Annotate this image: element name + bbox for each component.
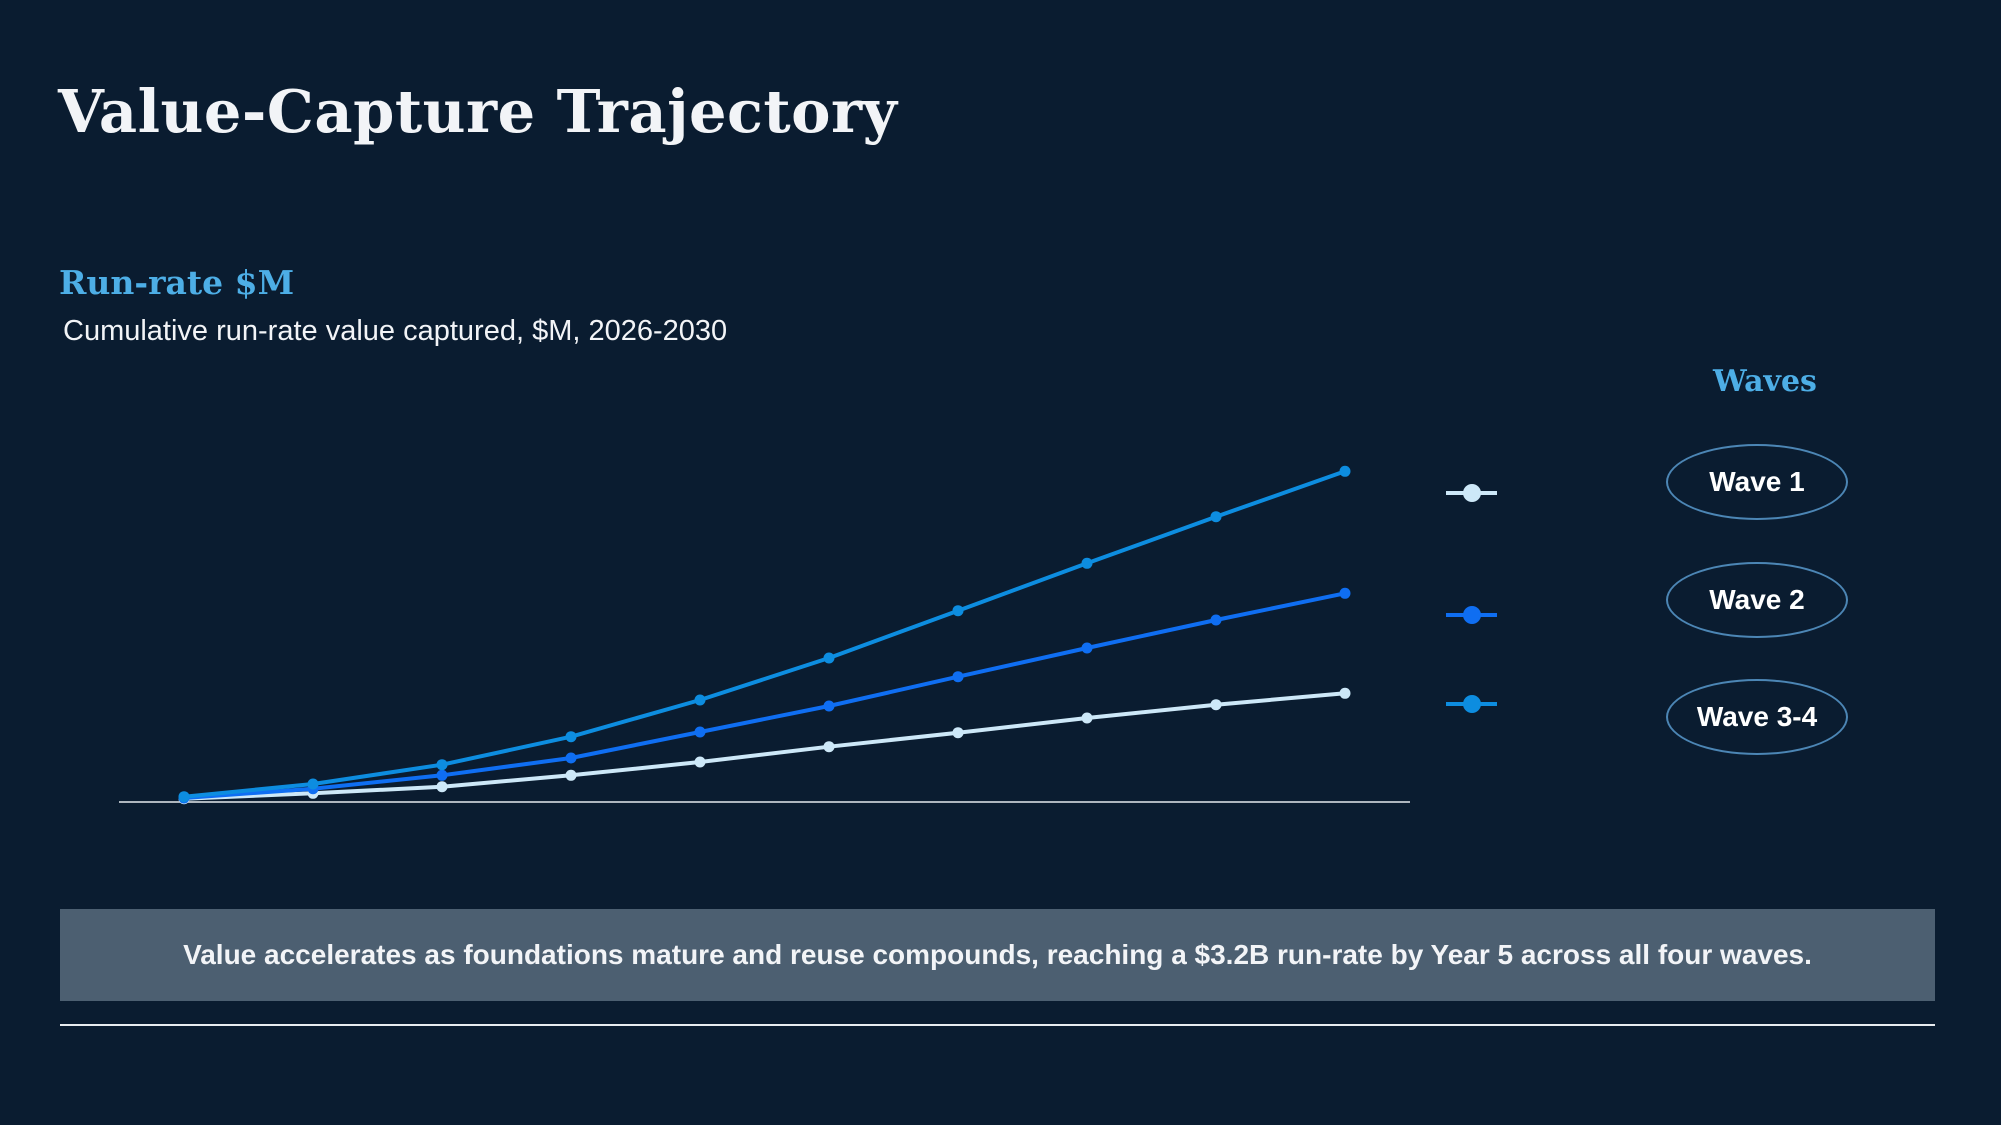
series-2-point[interactable]: [1210, 614, 1222, 626]
series-3-point[interactable]: [307, 778, 319, 790]
series-1-line: [183, 691, 1346, 801]
legend-swatch-marker-2: [1463, 606, 1481, 624]
series-3-point[interactable]: [565, 731, 577, 743]
series-3-point[interactable]: [823, 652, 835, 664]
series-3-point[interactable]: [1210, 511, 1222, 523]
wave-1-badge[interactable]: Wave 1: [1666, 444, 1848, 520]
series-3-point[interactable]: [178, 791, 190, 803]
series-1-point[interactable]: [1339, 687, 1351, 699]
series-3-point[interactable]: [952, 605, 964, 617]
series-1-point[interactable]: [952, 727, 964, 739]
series-3-point[interactable]: [694, 694, 706, 706]
takeaway-banner: Value accelerates as foundations mature …: [60, 909, 1935, 1001]
chart-subtitle: Cumulative run-rate value captured, $M, …: [63, 315, 728, 347]
series-2-point[interactable]: [1339, 587, 1351, 599]
series-2: [178, 587, 1351, 804]
series-3-point[interactable]: [1081, 557, 1093, 569]
series-1-point[interactable]: [1210, 699, 1222, 711]
series-2-point[interactable]: [436, 769, 448, 781]
series-3-line: [183, 469, 1346, 799]
series-3-point[interactable]: [436, 759, 448, 771]
series-3: [178, 465, 1351, 803]
series-1-point[interactable]: [823, 741, 835, 753]
legend-title: Waves: [1713, 364, 1817, 399]
series-1-point[interactable]: [436, 781, 448, 793]
page-title: Value-Capture Trajectory: [58, 77, 898, 146]
series-2-point[interactable]: [823, 700, 835, 712]
series-2-point[interactable]: [1081, 642, 1093, 654]
legend-swatch-marker-1: [1463, 484, 1481, 502]
legend-markers: [1446, 484, 1497, 713]
series-1: [178, 687, 1351, 805]
series-2-point[interactable]: [565, 752, 577, 764]
section-heading: Run-rate $M: [59, 263, 295, 302]
series-1-point[interactable]: [694, 756, 706, 768]
series-1-point[interactable]: [565, 769, 577, 781]
series-1-point[interactable]: [1081, 712, 1093, 724]
wave-2-badge[interactable]: Wave 2: [1666, 562, 1848, 638]
series-layer: [178, 465, 1351, 805]
series-2-point[interactable]: [952, 671, 964, 683]
series-2-point[interactable]: [694, 726, 706, 738]
bottom-divider: [60, 1024, 1935, 1026]
series-3-point[interactable]: [1339, 465, 1351, 477]
series-2-line: [183, 591, 1346, 800]
wave-3-4-badge[interactable]: Wave 3-4: [1666, 679, 1848, 755]
legend-swatch-marker-3: [1463, 695, 1481, 713]
